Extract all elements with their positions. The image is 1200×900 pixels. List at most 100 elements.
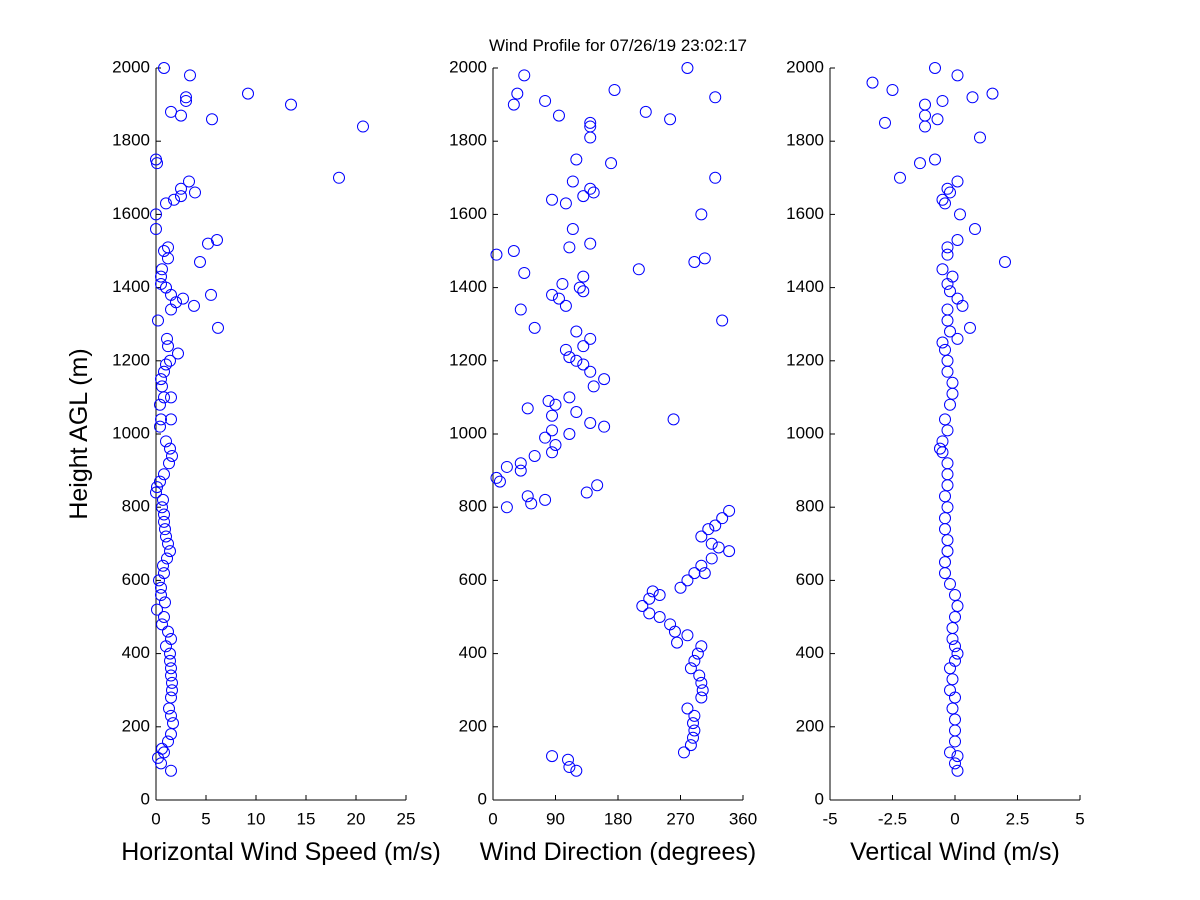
point — [969, 223, 981, 236]
point — [490, 248, 503, 261]
point — [159, 523, 171, 536]
point — [242, 87, 254, 100]
point — [941, 303, 954, 316]
point — [151, 481, 163, 494]
point — [688, 709, 701, 722]
point — [941, 182, 954, 195]
point — [194, 255, 206, 268]
point — [951, 750, 964, 763]
y-tick-label: 400 — [459, 643, 487, 662]
point — [490, 471, 503, 484]
point — [155, 581, 167, 594]
point — [175, 190, 187, 203]
point — [944, 398, 956, 411]
point — [954, 208, 966, 221]
point — [570, 764, 583, 777]
point — [709, 91, 722, 104]
point — [636, 600, 649, 613]
point — [577, 285, 590, 298]
point — [175, 182, 187, 195]
x-tick-label: 0 — [488, 809, 497, 828]
point — [949, 611, 961, 623]
point — [552, 109, 565, 122]
point — [151, 603, 163, 616]
point — [563, 351, 576, 364]
point — [175, 109, 187, 122]
point — [511, 87, 524, 100]
y-tick-label: 1600 — [786, 204, 824, 223]
point — [162, 241, 174, 254]
point — [159, 596, 171, 609]
point — [160, 435, 172, 448]
point — [566, 223, 579, 236]
point — [165, 632, 177, 645]
x-tick-label: 90 — [546, 809, 565, 828]
point — [966, 91, 979, 104]
point — [951, 234, 964, 247]
point — [155, 589, 167, 602]
point — [549, 398, 562, 411]
point — [949, 654, 961, 667]
point — [152, 314, 164, 327]
point — [546, 288, 559, 301]
point — [944, 325, 956, 338]
point — [674, 581, 687, 594]
point — [158, 468, 170, 481]
y-tick-label: 1400 — [786, 277, 824, 296]
x-axis-label: Horizontal Wind Speed (m/s) — [121, 838, 441, 866]
point — [168, 193, 180, 206]
point — [653, 589, 666, 602]
point — [608, 83, 621, 96]
y-tick-label: 0 — [141, 789, 150, 808]
y-tick-label: 1400 — [112, 277, 150, 296]
point — [573, 281, 586, 294]
point — [936, 435, 949, 448]
point — [684, 662, 697, 675]
point — [357, 120, 369, 133]
y-tick-label: 600 — [459, 570, 487, 589]
point — [696, 684, 709, 697]
point — [161, 332, 173, 345]
point — [695, 559, 708, 572]
point — [949, 589, 961, 602]
point — [939, 490, 951, 503]
point — [528, 321, 541, 334]
x-axis-label: Vertical Wind (m/s) — [850, 838, 1060, 866]
point — [155, 270, 167, 283]
point — [584, 365, 597, 378]
y-tick-label: 200 — [122, 716, 150, 735]
point — [150, 223, 162, 236]
point — [941, 354, 954, 367]
point — [165, 691, 177, 704]
point — [546, 424, 559, 437]
point — [580, 486, 593, 499]
point — [687, 731, 699, 744]
point — [951, 764, 964, 777]
point — [180, 91, 192, 104]
y-tick-label: 0 — [478, 789, 487, 808]
point — [681, 702, 694, 715]
point — [205, 288, 217, 301]
point — [525, 497, 538, 510]
y-axis-label: Height AGL (m) — [65, 348, 93, 519]
point — [285, 98, 297, 111]
point — [158, 567, 170, 580]
point — [163, 457, 175, 470]
point — [156, 380, 168, 393]
point — [941, 501, 954, 514]
point — [688, 567, 701, 580]
x-axis-label: Wind Direction (degrees) — [480, 838, 757, 866]
point — [183, 175, 195, 188]
point — [546, 193, 559, 206]
point — [165, 662, 177, 675]
point — [939, 512, 951, 525]
point — [705, 537, 718, 550]
point — [188, 299, 200, 312]
point — [514, 303, 527, 316]
point — [514, 464, 527, 477]
y-tick-label: 200 — [796, 716, 824, 735]
y-tick-label: 1400 — [449, 277, 487, 296]
x-tick-label: 2.5 — [1006, 809, 1030, 828]
point — [936, 336, 949, 349]
